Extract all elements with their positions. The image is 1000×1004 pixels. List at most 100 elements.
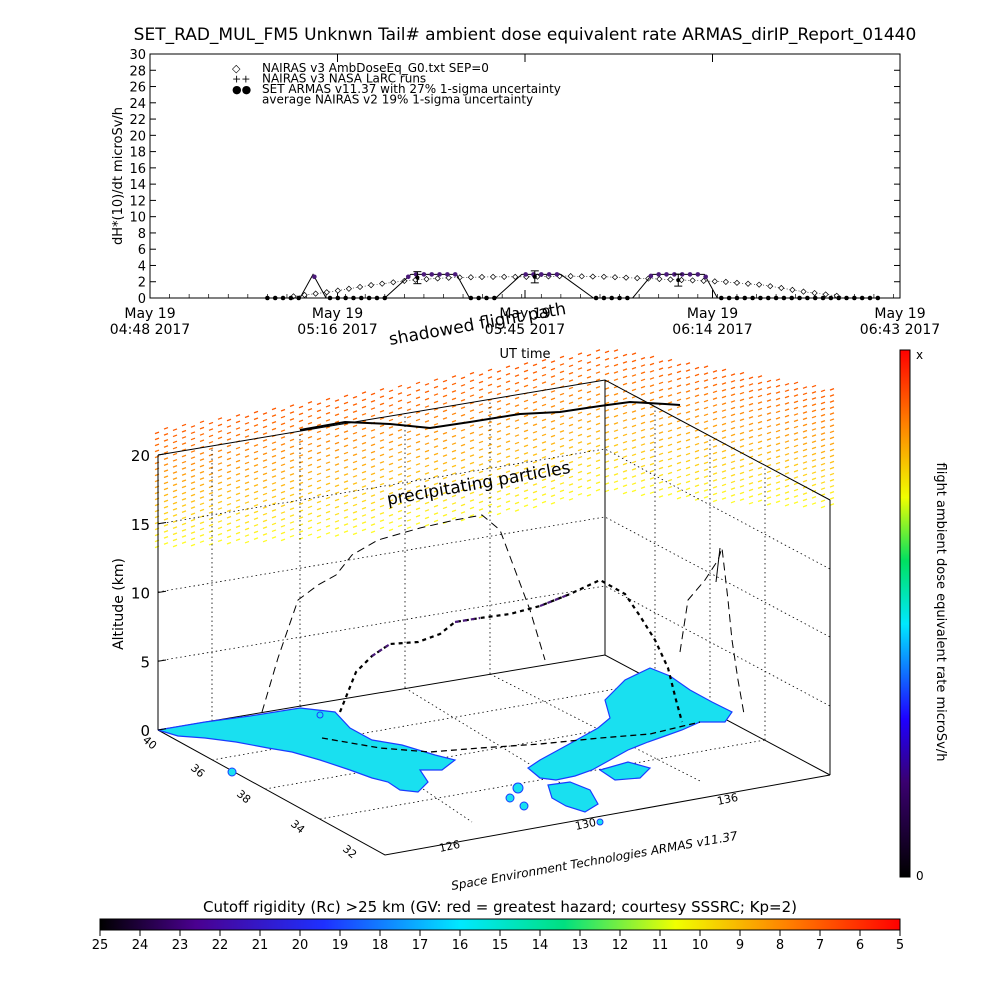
precip-dash xyxy=(541,396,547,399)
precip-dash xyxy=(712,458,718,462)
precip-dash xyxy=(487,436,493,439)
precip-dash xyxy=(235,453,241,456)
precip-dash xyxy=(478,425,484,429)
nairas-v3-point xyxy=(622,274,630,281)
precip-dash xyxy=(307,456,313,460)
precip-dash xyxy=(676,482,682,486)
precip-dash xyxy=(658,381,664,385)
precip-dash xyxy=(280,470,286,473)
precip-dash xyxy=(775,474,781,478)
precip-dash xyxy=(766,431,772,435)
precip-dash xyxy=(433,512,439,515)
precip-dash xyxy=(190,493,196,497)
precip-dash xyxy=(595,474,601,477)
precip-dash xyxy=(460,443,466,447)
precip-dash xyxy=(505,440,511,444)
precip-dash xyxy=(190,443,196,447)
precip-dash xyxy=(388,469,394,473)
armas-point xyxy=(272,295,278,301)
precip-dash xyxy=(190,462,196,466)
precip-dash xyxy=(271,475,277,478)
precip-dash xyxy=(262,432,268,435)
precip-dash xyxy=(379,395,385,399)
precip-dash xyxy=(550,427,556,431)
precip-dash xyxy=(469,424,475,427)
precip-dash xyxy=(577,389,583,393)
precip-dash xyxy=(235,518,241,522)
precip-dash xyxy=(271,522,277,526)
precip-dash xyxy=(766,392,772,396)
precip-dash xyxy=(487,421,493,424)
armas-point xyxy=(593,295,599,301)
precip-dash xyxy=(379,402,385,406)
precip-dash xyxy=(694,470,700,474)
precip-dash xyxy=(343,516,349,519)
precip-dash xyxy=(721,490,727,494)
precip-dash xyxy=(550,390,556,393)
armas-point xyxy=(875,295,881,301)
precip-dash xyxy=(568,431,574,434)
precip-dash xyxy=(568,446,574,449)
x-tick-time: 06:14 2017 xyxy=(672,322,752,338)
precip-dash xyxy=(280,490,286,494)
precip-dash xyxy=(541,426,547,429)
precip-dash xyxy=(217,481,223,485)
precip-dash xyxy=(514,374,520,377)
precip-dash xyxy=(757,427,763,431)
armas-point xyxy=(445,272,450,277)
precip-dash xyxy=(559,489,565,493)
precip-dash xyxy=(775,436,781,439)
box-top-edge xyxy=(157,379,831,501)
precip-dash xyxy=(640,450,646,454)
precip-dash xyxy=(325,468,331,472)
precip-dash xyxy=(775,442,781,446)
precip-dash xyxy=(694,366,700,370)
precip-dash xyxy=(712,492,718,496)
precip-dash xyxy=(775,429,781,433)
precip-dash xyxy=(190,468,196,472)
precip-dash xyxy=(703,440,709,444)
precip-dash xyxy=(487,413,493,417)
precip-dash xyxy=(244,521,250,524)
precip-dash xyxy=(766,470,772,474)
rigidity-tick-label: 20 xyxy=(292,938,309,953)
precip-dash xyxy=(541,381,547,385)
precip-dash xyxy=(523,496,529,500)
precip-dash xyxy=(244,487,250,491)
precip-dash xyxy=(505,387,511,391)
precip-dash xyxy=(532,430,538,434)
precip-dash xyxy=(442,379,448,383)
precip-dash xyxy=(451,472,457,475)
precip-dash xyxy=(586,368,592,372)
altitude-tick-label: 10 xyxy=(131,585,150,603)
precip-dash xyxy=(424,457,430,460)
precip-dash xyxy=(289,452,295,456)
precip-dash xyxy=(370,407,376,410)
precip-dash xyxy=(235,459,241,463)
precip-dash xyxy=(496,497,502,501)
armas-point xyxy=(484,295,489,301)
precip-dash xyxy=(523,422,529,425)
precip-dash xyxy=(487,488,493,492)
precip-dash xyxy=(676,496,682,500)
precip-dash xyxy=(433,475,439,478)
precip-dash xyxy=(469,409,475,413)
precip-dash xyxy=(208,434,214,438)
precip-dash xyxy=(532,423,538,427)
precip-dash xyxy=(757,401,763,404)
precip-dash xyxy=(604,474,610,478)
precip-dash xyxy=(406,526,412,530)
precip-dash xyxy=(316,430,322,434)
precip-dash xyxy=(667,478,673,482)
precip-dash xyxy=(739,438,745,442)
precip-dash xyxy=(541,441,547,444)
y-axis-label: dH*(10)/dt microSv/h xyxy=(111,107,126,245)
precip-dash xyxy=(370,523,376,527)
precip-dash xyxy=(496,482,502,486)
precip-dash xyxy=(424,412,430,416)
precip-dash xyxy=(352,467,358,471)
precip-dash xyxy=(784,421,790,424)
precip-dash xyxy=(649,369,655,373)
precip-dash xyxy=(802,504,808,508)
precip-dash xyxy=(757,388,763,391)
